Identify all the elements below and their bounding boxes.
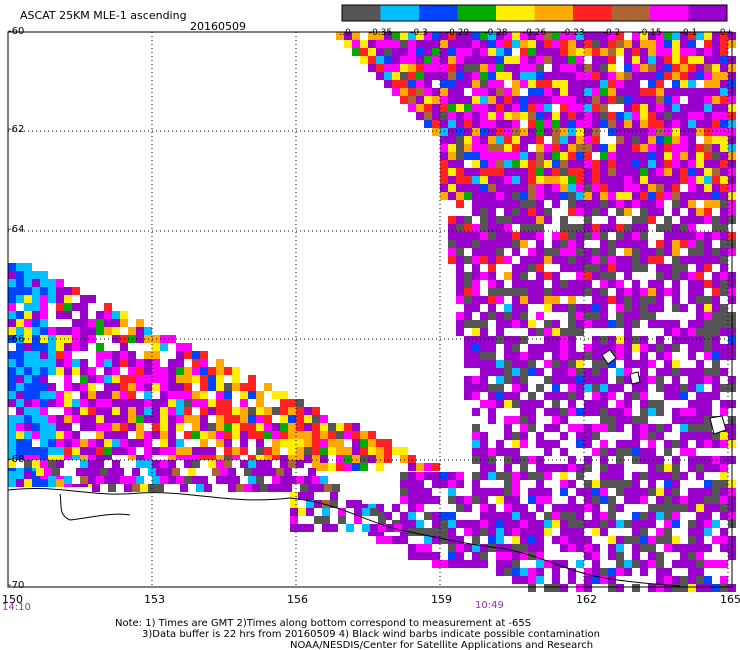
lon-label: 159 <box>431 593 452 606</box>
lat-label: -68 <box>8 454 25 465</box>
colorbar-tick-label: -0.29 <box>446 28 470 38</box>
colorbar-tick-label: -0.35 <box>369 28 392 38</box>
lat-label: -60 <box>8 26 25 37</box>
time-right: 10:49 <box>475 600 504 611</box>
lat-label: -62 <box>8 124 25 135</box>
colorbar-swatch <box>496 5 535 21</box>
map-frame <box>7 31 733 588</box>
plot-date: 20160509 <box>190 20 246 33</box>
lon-label: 150 <box>2 593 23 606</box>
lat-label: -64 <box>8 224 25 235</box>
coastline <box>7 349 727 587</box>
lon-label: 165 <box>720 593 740 606</box>
colorbar-tick-label: -0.3 <box>410 28 428 38</box>
colorbar-swatch <box>419 5 458 21</box>
lat-label: -66 <box>8 334 25 345</box>
colorbar-swatch <box>534 5 573 21</box>
note-line-2: 3)Data buffer is 22 hrs from 20160509 4)… <box>142 629 600 640</box>
note-line-1: Note: 1) Times are GMT 2)Times along bot… <box>115 618 532 629</box>
colorbar-tick-label: 0.0 <box>720 28 730 38</box>
colorbar-tick-label: -0.2 <box>603 28 621 38</box>
colorbar-swatch <box>342 5 381 21</box>
lon-label: 162 <box>576 593 597 606</box>
colorbar-swatch <box>457 5 496 21</box>
note-line-3: NOAA/NESDIS/Center for Satellite Applica… <box>290 640 594 650</box>
colorbar-tick-label: -0.1 <box>680 28 698 38</box>
colorbar: -1.0 -0.35 -0.3 -0.29 -0.28 -0.26 -0.23 -0.2 -0.… <box>340 4 730 38</box>
time-left: 14:10 <box>2 602 31 613</box>
colorbar-tick-label: -0.15 <box>638 28 661 38</box>
colorbar-tick-label: -0.26 <box>523 28 547 38</box>
data-swaths <box>8 32 736 592</box>
colorbar-swatch <box>380 5 419 21</box>
lat-label: -70 <box>8 580 25 591</box>
colorbar-swatch <box>573 5 612 21</box>
colorbar-swatch <box>650 5 689 21</box>
colorbar-tick-label: -0.28 <box>484 28 508 38</box>
colorbar-tick-label: -1.0 <box>340 28 351 38</box>
colorbar-swatch <box>611 5 650 21</box>
plot-title: ASCAT 25KM MLE-1 ascending <box>20 9 187 22</box>
lon-label: 153 <box>144 593 165 606</box>
colorbar-tick-label: -0.23 <box>561 28 584 38</box>
colorbar-swatch <box>688 5 727 21</box>
lon-label: 156 <box>287 593 308 606</box>
